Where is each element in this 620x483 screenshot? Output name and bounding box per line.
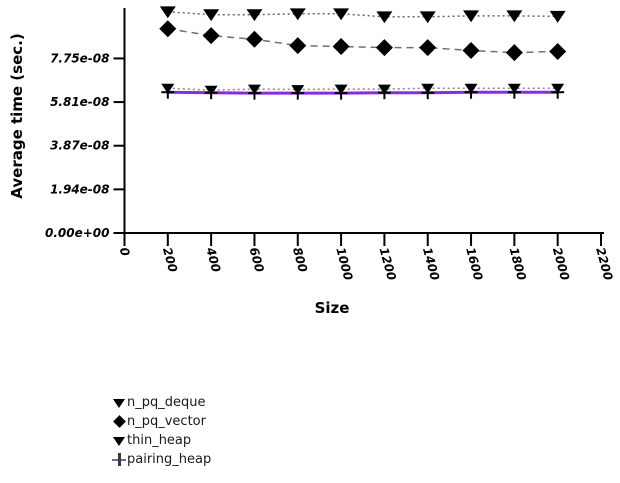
- marker-triangle-down: [506, 10, 523, 23]
- marker-triangle-down: [463, 10, 480, 23]
- legend-item-pairing-heap: pairing_heap: [112, 450, 211, 469]
- y-tick-label: 5.81e-08: [50, 95, 109, 109]
- marker-diamond: [202, 27, 220, 45]
- series-line-n_pq_deque: [167, 11, 558, 18]
- series-line-pairing_heap: [167, 90, 558, 95]
- series-line-n_pq_vector: [167, 27, 558, 54]
- x-tick-label: 2200: [593, 246, 615, 282]
- marker-triangle-down: [419, 11, 436, 24]
- marker-triangle-down: [549, 10, 566, 23]
- marker-diamond: [419, 39, 437, 57]
- marker-triangle-down: [376, 11, 393, 24]
- legend-label: n_pq_deque: [127, 395, 206, 410]
- marker-diamond: [159, 20, 177, 38]
- marker-triangle-down: [289, 8, 306, 21]
- marker-diamond: [289, 37, 307, 55]
- legend-label: thin_heap: [127, 433, 192, 448]
- series-line-thin_heap: [167, 87, 558, 91]
- chart-svg: 0.00e+00 1.94e-08 3.87e-08 5.81e-08 7.75e-08…: [45, 6, 615, 282]
- diamond-icon: [112, 414, 127, 429]
- legend-item-thin-heap: thin_heap: [112, 431, 211, 450]
- triangle-down-icon: [112, 395, 127, 410]
- legend-label: pairing_heap: [127, 452, 212, 467]
- y-tick-label: 1.94e-08: [50, 182, 109, 196]
- y-tick-label: 7.75e-08: [50, 51, 109, 65]
- x-tick-label: 1800: [507, 246, 529, 282]
- marker-diamond: [462, 42, 480, 60]
- marker-diamond: [375, 39, 393, 57]
- plus-icon: [112, 452, 127, 467]
- x-tick-label: 800: [290, 246, 310, 274]
- x-tick-label: 600: [247, 246, 267, 274]
- legend-item-n-pq-deque: n_pq_deque: [112, 393, 211, 412]
- marker-triangle-down: [159, 6, 176, 19]
- chart-legend: n_pq_deque n_pq_vector thin_heap pairing…: [112, 393, 211, 469]
- x-tick-label: 1600: [463, 246, 485, 282]
- y-tick-label: 3.87e-08: [50, 139, 109, 153]
- marker-triangle-down: [203, 9, 220, 22]
- x-tick-label: 200: [160, 246, 180, 274]
- x-axis-title: Size: [314, 299, 350, 317]
- x-tick-label: 0: [117, 246, 133, 258]
- x-tick-label: 1000: [333, 246, 355, 282]
- y-tick-label: 0.00e+00: [45, 226, 110, 240]
- x-tick-label: 1400: [420, 246, 442, 282]
- marker-diamond: [332, 37, 350, 55]
- legend-label: n_pq_vector: [127, 414, 206, 429]
- marker-diamond: [505, 44, 523, 62]
- x-tick-label: 2000: [550, 246, 572, 282]
- triangle-down-icon: [112, 433, 127, 448]
- x-tick-label: 400: [203, 245, 223, 274]
- x-tick-label: 1200: [377, 246, 399, 282]
- legend-item-n-pq-vector: n_pq_vector: [112, 412, 211, 431]
- marker-triangle-down: [333, 8, 350, 21]
- y-axis-title: Average time (sec.): [8, 33, 26, 199]
- marker-diamond: [245, 30, 263, 48]
- marker-diamond: [549, 42, 567, 60]
- marker-triangle-down: [246, 9, 263, 22]
